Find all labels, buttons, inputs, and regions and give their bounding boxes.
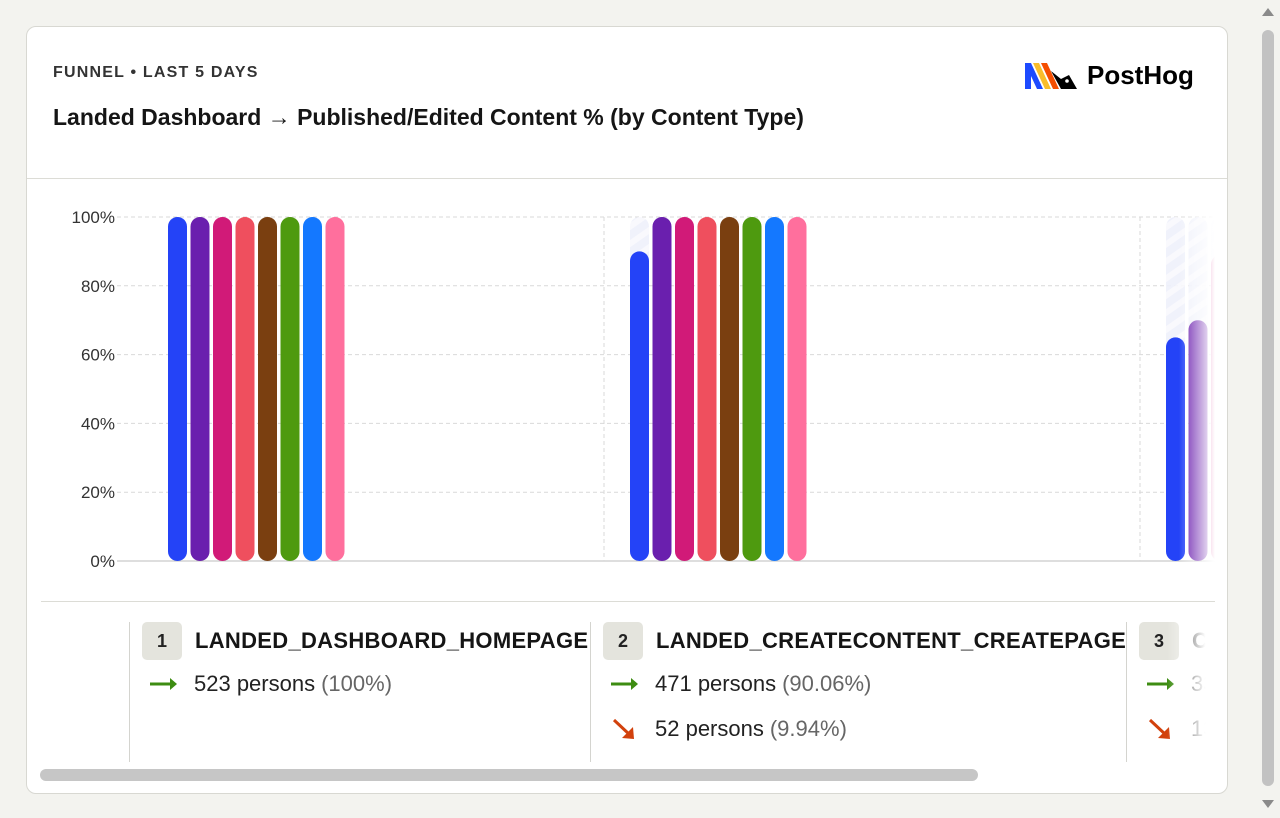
bar-step-2-series-7	[765, 217, 784, 561]
step-number-badge: 2	[603, 622, 643, 660]
y-tick-label: 60%	[81, 346, 115, 365]
funnel-step-1[interactable]: 1 LANDED_DASHBOARD_HOMEPAGE 523 persons (10…	[129, 622, 590, 762]
step-event-name: LANDED_DASHBOARD_HOMEPAGE	[195, 628, 589, 653]
bar-step-1-series-6	[280, 217, 300, 561]
arrow-right-icon	[611, 678, 638, 690]
logo-wordmark: PostHog	[1087, 59, 1194, 90]
dropped-persons-row[interactable]: 52 persons (9.94%)	[609, 716, 847, 742]
bar-step-1-series-3	[213, 217, 232, 561]
bar-step-1-series-1	[168, 217, 187, 561]
bar-step-3-series-3	[1211, 256, 1215, 560]
bar-step-2-series-2	[652, 217, 672, 561]
bar-step-1-series-7	[303, 217, 322, 561]
legend-fade-overlay	[1167, 602, 1215, 762]
arrow-down-right-icon	[612, 718, 634, 739]
bar-step-2-series-6	[742, 217, 762, 561]
step-header: 1 LANDED_DASHBOARD_HOMEPAGE	[142, 622, 588, 660]
y-tick-label: 40%	[81, 414, 115, 433]
persons-count: 523 persons	[194, 671, 316, 696]
bar-step-2-series-4	[697, 217, 717, 561]
persons-count: 52 persons	[655, 716, 764, 741]
y-tick-label: 20%	[81, 483, 115, 502]
funnel-chart-svg: 0% 20% 40% 60% 80% 100%	[72, 208, 1215, 571]
persons-percentage: (9.94%)	[769, 716, 847, 741]
persons-count: 471 persons	[655, 671, 777, 696]
insight-card: FUNNEL • LAST 5 DAYS Landed Dashboard → …	[26, 26, 1228, 794]
y-tick-label: 100%	[72, 208, 115, 227]
bar-step-3-series-1	[1166, 337, 1185, 561]
step-header: 2 LANDED_CREATECONTENT_CREATEPAGE	[603, 622, 1126, 660]
insight-type-label: FUNNEL • LAST 5 DAYS	[53, 64, 259, 81]
scroll-up-arrow-icon[interactable]	[1262, 8, 1274, 16]
vertical-scrollbar-thumb[interactable]	[1262, 30, 1274, 786]
insight-title: Landed Dashboard → Published/Edited Cont…	[53, 104, 804, 130]
y-tick-label: 80%	[81, 277, 115, 296]
funnel-step-2[interactable]: 2 LANDED_CREATECONTENT_CREATEPAGE 471 pers…	[590, 622, 1126, 762]
posthog-logo: PostHog	[1025, 59, 1194, 91]
step-event-name: LANDED_CREATECONTENT_CREATEPAGE	[656, 628, 1127, 653]
y-tick-label: 0%	[90, 552, 115, 571]
step-number-badge: 1	[142, 622, 182, 660]
bar-step-1-series-2	[190, 217, 210, 561]
bar-step-1-series-5	[258, 217, 277, 561]
converted-persons-row[interactable]: 523 persons (100%)	[148, 671, 392, 697]
bar-step-3-series-2	[1188, 320, 1208, 561]
bar-step-2-series-8	[787, 217, 807, 561]
arrow-right-icon	[150, 678, 177, 690]
scroll-down-arrow-icon[interactable]	[1262, 800, 1274, 808]
bar-step-2-series-3	[675, 217, 694, 561]
bar-step-1-series-4	[235, 217, 255, 561]
converted-persons-row[interactable]: 471 persons (90.06%)	[609, 671, 871, 697]
bar-step-2-series-5	[720, 217, 739, 561]
step-legend: 1 LANDED_DASHBOARD_HOMEPAGE 523 persons (10…	[41, 601, 1215, 762]
horizontal-scrollbar-thumb[interactable]	[40, 769, 978, 781]
funnel-chart: 0% 20% 40% 60% 80% 100%	[41, 191, 1215, 601]
bar-step-2-series-1	[630, 251, 649, 561]
bar-step-1-series-8	[325, 217, 345, 561]
card-header: FUNNEL • LAST 5 DAYS Landed Dashboard → …	[27, 27, 1227, 179]
persons-percentage: (90.06%)	[782, 671, 872, 696]
hedgehog-logo-icon	[1025, 63, 1077, 89]
persons-percentage: (100%)	[321, 671, 393, 696]
